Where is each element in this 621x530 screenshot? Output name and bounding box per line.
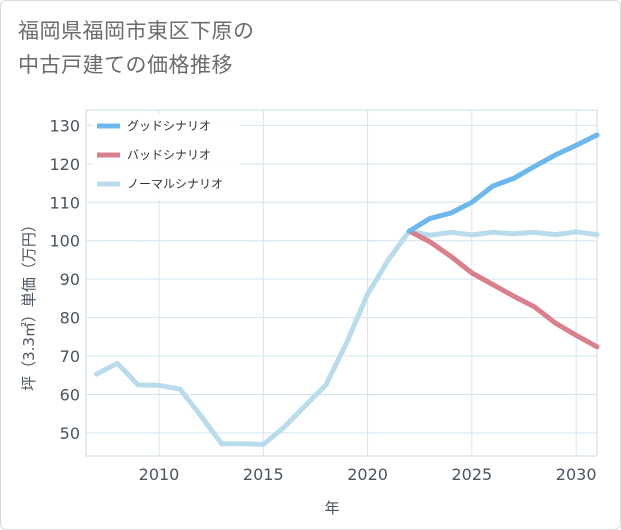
- y-tick-label: 50: [60, 424, 80, 443]
- x-tick-label: 2030: [556, 465, 597, 484]
- legend-label: グッドシナリオ: [127, 119, 211, 133]
- series-line-2: [93, 228, 600, 447]
- x-tick-label: 2015: [243, 465, 284, 484]
- y-tick-label: 60: [60, 385, 80, 404]
- y-tick-label: 110: [49, 193, 80, 212]
- y-tick-label: 130: [49, 116, 80, 135]
- x-tick-labels: 2010 2015 2020 2025 2030: [139, 465, 597, 484]
- y-axis-label: 坪（3.3㎡）単価（万円）: [20, 217, 38, 391]
- y-tick-label: 70: [60, 347, 80, 366]
- grid: [85, 109, 598, 457]
- chart-title: 福岡県福岡市東区下原の 中古戸建ての価格推移: [18, 19, 255, 77]
- series-line-1: [406, 228, 600, 350]
- x-tick-label: 2020: [347, 465, 388, 484]
- series-lines: [93, 132, 600, 447]
- x-tick-label: 2025: [451, 465, 492, 484]
- y-tick-labels: 50 60 70 80 90 100 110 120 130: [49, 116, 80, 443]
- x-axis-label: 年: [324, 499, 339, 517]
- y-tick-label: 120: [49, 155, 80, 174]
- plot-area: [85, 109, 598, 457]
- legend-label: バッドシナリオ: [127, 148, 211, 162]
- series-line-0: [406, 132, 600, 234]
- y-tick-label: 100: [49, 232, 80, 251]
- y-tick-label: 90: [60, 270, 80, 289]
- x-tick-label: 2010: [139, 465, 180, 484]
- legend-label: ノーマルシナリオ: [127, 177, 223, 191]
- y-tick-label: 80: [60, 309, 80, 328]
